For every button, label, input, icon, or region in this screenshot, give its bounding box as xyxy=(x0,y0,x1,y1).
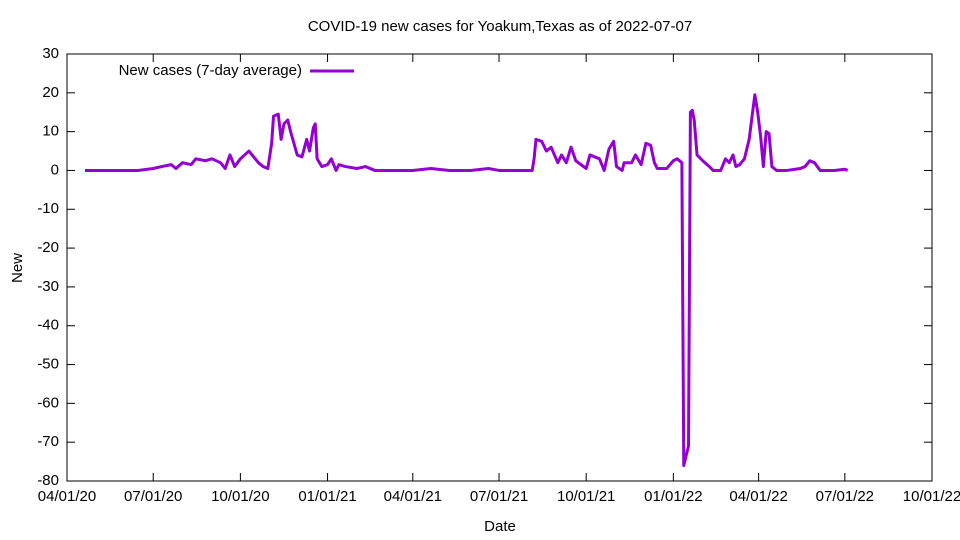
x-tick-label: 10/01/21 xyxy=(557,488,615,505)
legend-label: New cases (7-day average) xyxy=(119,62,302,79)
x-axis-label: Date xyxy=(484,518,516,535)
plot-frame xyxy=(66,53,933,482)
y-tick-label: 0 xyxy=(51,161,59,178)
chart-title: COVID-19 new cases for Yoakum,Texas as o… xyxy=(308,18,692,35)
x-tick-label: 04/01/21 xyxy=(384,488,442,505)
y-tick-label: -80 xyxy=(37,472,59,489)
y-tick-label: 20 xyxy=(42,84,59,101)
x-tick-label: 01/01/21 xyxy=(298,488,356,505)
x-tick-label: 04/01/22 xyxy=(729,488,787,505)
x-tick-label: 07/01/22 xyxy=(816,488,874,505)
x-tick-label: 07/01/21 xyxy=(470,488,528,505)
x-tick-label: 04/01/20 xyxy=(38,488,96,505)
y-axis-label: New xyxy=(9,253,26,283)
y-tick-label: -30 xyxy=(37,278,59,295)
y-tick-label: -70 xyxy=(37,433,59,450)
x-tick-label: 10/01/22 xyxy=(903,488,960,505)
y-tick-label: -60 xyxy=(37,394,59,411)
y-tick-label: -20 xyxy=(37,239,59,256)
y-tick-label: 30 xyxy=(42,45,59,62)
data-line xyxy=(85,93,849,467)
x-tick-label: 10/01/20 xyxy=(211,488,269,505)
y-tick-label: -50 xyxy=(37,356,59,373)
y-tick-label: 10 xyxy=(42,123,59,140)
y-tick-label: -40 xyxy=(37,317,59,334)
y-tick-label: -10 xyxy=(37,200,59,217)
x-tick-label: 07/01/20 xyxy=(124,488,182,505)
x-tick-label: 01/01/22 xyxy=(644,488,702,505)
